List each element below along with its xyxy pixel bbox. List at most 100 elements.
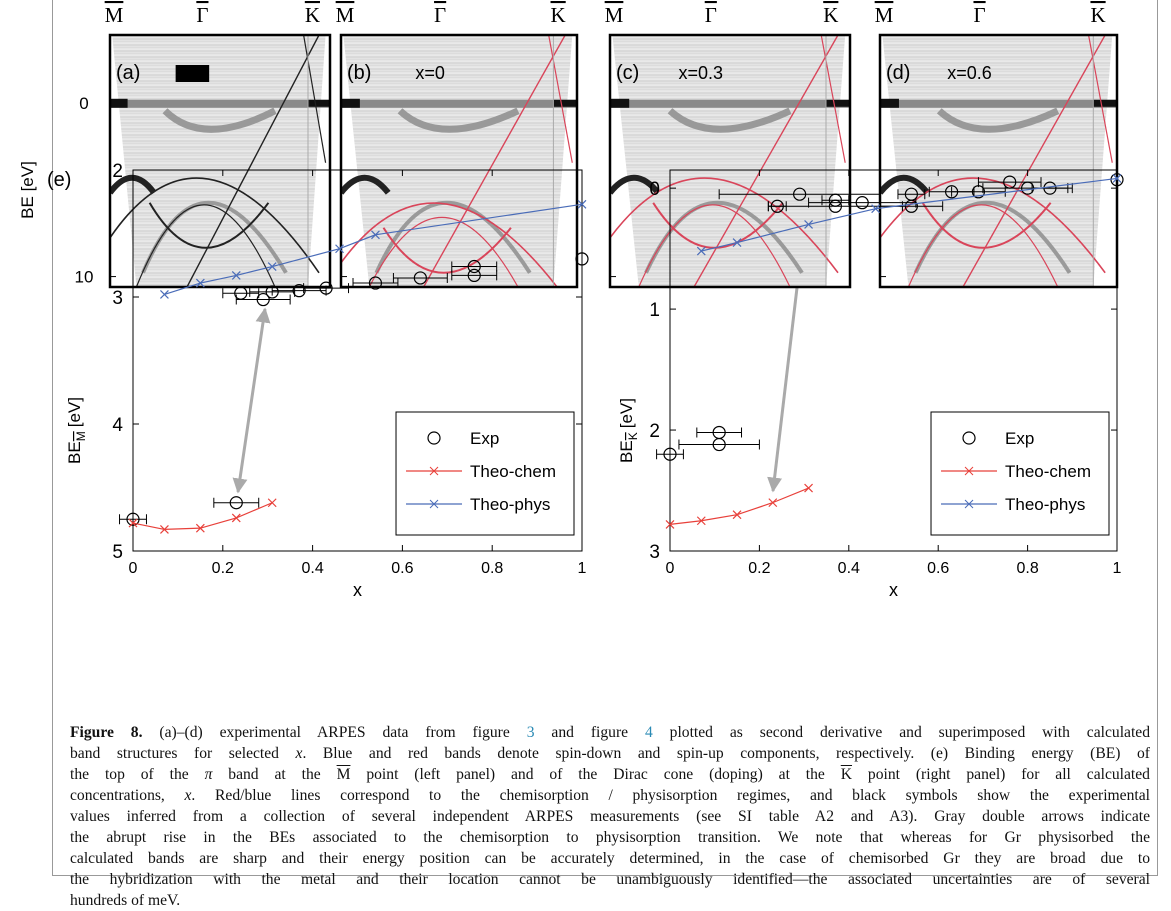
error-bar bbox=[352, 278, 399, 289]
arpes-panel: (d) x=0.6 M Γ K bbox=[875, 3, 1119, 289]
legend: Exp Theo-chem Theo-phys bbox=[395, 411, 575, 536]
calc-band bbox=[135, 204, 276, 287]
caption-text: values inferred from a collection of sev… bbox=[70, 808, 1150, 825]
y-tick-label: 2 bbox=[112, 161, 123, 182]
legend-box bbox=[395, 411, 575, 536]
data-point bbox=[335, 244, 344, 254]
arpes-y-label: BE [eV] bbox=[18, 161, 37, 219]
error-bar bbox=[222, 288, 260, 299]
dark-band bbox=[110, 174, 157, 195]
fermi-band bbox=[610, 99, 850, 108]
data-point bbox=[128, 518, 138, 528]
fermi-edge bbox=[341, 98, 360, 108]
chart: 0 0.2 0.4 0.6 0.8 1 0 1 2 3 x BEK [eV] Exp Theo-chem Th… bbox=[617, 169, 1124, 600]
panel-label: (a) bbox=[116, 62, 140, 84]
legend-box bbox=[930, 411, 1110, 536]
data-point bbox=[712, 437, 726, 452]
figure: BE [eV] (e) 010(a) x=1M Γ K(b) x=0M Γ K(c) x=0.… bbox=[18, 3, 1124, 600]
figure-link[interactable]: 3 bbox=[526, 724, 535, 741]
legend-marker bbox=[429, 466, 439, 476]
data-point bbox=[663, 447, 677, 461]
transition-arrow bbox=[232, 307, 271, 494]
data-point bbox=[319, 281, 333, 295]
data-point bbox=[793, 187, 807, 201]
legend-label: Theo-chem bbox=[470, 462, 556, 481]
x-tick-label: 0.6 bbox=[927, 560, 949, 577]
caption-line: hundreds of meV. bbox=[70, 890, 1150, 911]
panel-border bbox=[339, 33, 579, 289]
calc-band bbox=[110, 177, 320, 274]
k-point-label: Γ bbox=[973, 3, 985, 27]
intensity-map bbox=[612, 35, 846, 287]
panel-border bbox=[608, 33, 852, 289]
panel-border bbox=[878, 33, 1119, 289]
intensity-map bbox=[112, 35, 326, 287]
figure-link[interactable]: 4 bbox=[644, 724, 653, 741]
calc-band bbox=[368, 217, 519, 287]
x-tick-label: 0 bbox=[129, 560, 138, 577]
caption-italic: x bbox=[295, 745, 303, 762]
y-label-main: BE bbox=[65, 441, 84, 464]
chart: 0 0.2 0.4 0.6 0.8 1 2 3 4 5 x BEM [eV] Exp Theo-chem Th… bbox=[65, 161, 589, 600]
error-bar bbox=[718, 189, 881, 200]
caption-overline: M bbox=[336, 766, 351, 783]
data-point bbox=[732, 238, 742, 247]
panel-border bbox=[108, 33, 332, 289]
error-bar bbox=[678, 439, 760, 450]
data-point bbox=[577, 199, 587, 209]
calc-band bbox=[921, 202, 1052, 249]
y-label-main: BE bbox=[617, 440, 636, 463]
calc-band bbox=[907, 204, 1059, 287]
arpes-image bbox=[610, 35, 850, 287]
caption-text: band at the bbox=[212, 766, 337, 783]
plot-frame bbox=[132, 169, 583, 552]
panel-label: (d) bbox=[886, 62, 910, 84]
x-tick-label: 0.8 bbox=[481, 560, 503, 577]
calc-band bbox=[610, 177, 839, 274]
k-point-label: K bbox=[551, 3, 566, 27]
caption-text: calculated bands are sharp and their ene… bbox=[70, 850, 1150, 867]
legend-label: Theo-phys bbox=[470, 495, 550, 514]
x-tick-label: 1 bbox=[1113, 560, 1122, 577]
panel-title: x=0.6 bbox=[947, 63, 992, 83]
y-label-sub: M bbox=[74, 431, 88, 441]
error-bar bbox=[977, 177, 1042, 188]
fermi-edge bbox=[610, 98, 630, 108]
y-label-unit: [eV] bbox=[65, 397, 84, 427]
surface-state bbox=[397, 107, 520, 133]
data-point bbox=[855, 196, 869, 210]
data-point bbox=[267, 498, 277, 508]
panel-title: x=1 bbox=[178, 63, 208, 83]
caption-text: the top of the bbox=[70, 766, 205, 783]
data-point bbox=[665, 519, 675, 529]
x-tick-label: 0.4 bbox=[301, 560, 323, 577]
error-bar bbox=[235, 294, 291, 305]
error-bar bbox=[656, 449, 684, 460]
y-tick-label: 1 bbox=[649, 300, 660, 321]
caption-line: the top of the π band at the M point (le… bbox=[70, 764, 1150, 785]
data-point bbox=[768, 498, 778, 508]
legend-marker bbox=[962, 431, 976, 445]
dirac-cone bbox=[303, 35, 327, 163]
data-point bbox=[160, 524, 169, 534]
surface-state bbox=[936, 107, 1060, 133]
fermi-band bbox=[341, 99, 577, 108]
caption-line: band structures for selected x. Blue and… bbox=[70, 743, 1150, 764]
legend-marker bbox=[429, 499, 439, 509]
data-point bbox=[256, 292, 270, 307]
k-point-label: Γ bbox=[196, 3, 208, 27]
dirac-cone bbox=[962, 35, 1106, 287]
calc-band bbox=[341, 202, 558, 287]
legend-label: Theo-chem bbox=[1005, 462, 1091, 481]
error-bar bbox=[897, 189, 926, 200]
arpes-image bbox=[880, 35, 1117, 287]
caption-text: (a)–(d) experimental ARPES data from fig… bbox=[142, 724, 527, 741]
panel-label: (c) bbox=[616, 62, 639, 84]
y-tick-label: 3 bbox=[649, 542, 660, 563]
data-point bbox=[467, 268, 481, 283]
caption-text: point (left panel) and of the Dirac cone… bbox=[350, 766, 841, 783]
series-line bbox=[669, 487, 809, 525]
caption-line: calculated bands are sharp and their ene… bbox=[70, 848, 1150, 869]
data-point bbox=[160, 290, 169, 299]
surface-state bbox=[667, 107, 792, 133]
